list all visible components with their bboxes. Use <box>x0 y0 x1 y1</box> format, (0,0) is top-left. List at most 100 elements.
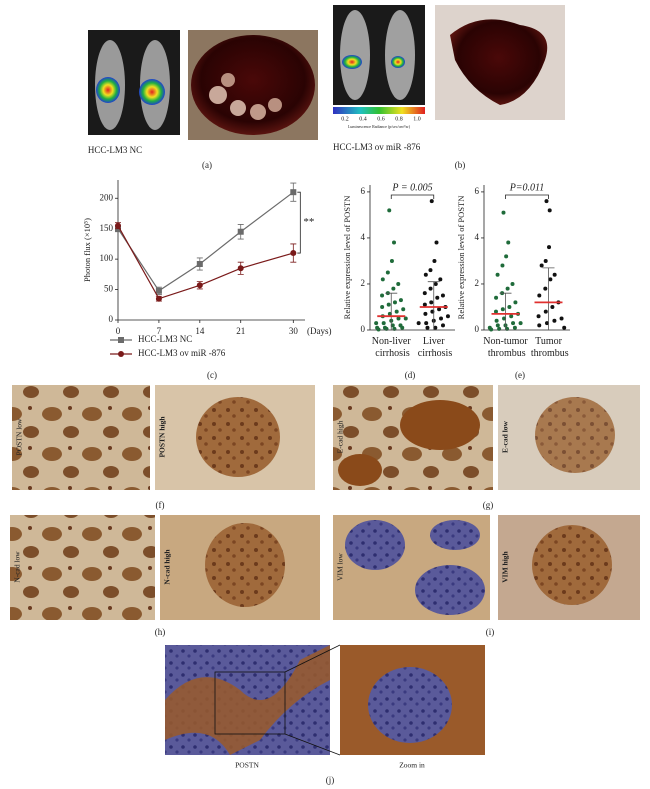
panel-a: HCC-LM3 NC (a) <box>88 30 318 170</box>
y-tick-label: 6 <box>475 186 480 196</box>
point <box>432 258 437 263</box>
point <box>429 199 434 204</box>
panel-label: (c) <box>207 370 217 380</box>
point <box>445 314 450 319</box>
colorbar-tick: 0.2 <box>341 116 349 122</box>
y-tick-label: 200 <box>100 192 114 202</box>
point <box>518 321 523 326</box>
panel-label: (d) <box>405 370 416 380</box>
annotation: P = 0.005 <box>391 182 432 193</box>
point <box>425 325 430 330</box>
point <box>509 314 514 319</box>
marker <box>196 282 203 289</box>
marker <box>155 287 162 294</box>
point <box>390 323 395 328</box>
point <box>380 293 385 298</box>
point <box>536 314 541 319</box>
colorbar-tick: 0.4 <box>359 116 367 122</box>
point <box>544 199 549 204</box>
series-line <box>117 191 294 292</box>
point <box>559 316 564 321</box>
y-tick-label: 100 <box>100 253 114 263</box>
x-tick-label: Liver cirrhosis <box>415 336 452 359</box>
point <box>422 291 427 296</box>
point <box>423 272 428 277</box>
point <box>376 327 381 332</box>
annotation: P=0.011 <box>509 182 545 193</box>
caption: Zoom in <box>399 761 425 770</box>
point <box>396 316 401 321</box>
panel-label: (e) <box>515 370 525 380</box>
point <box>396 281 401 286</box>
image-label: N-cad high <box>163 549 172 585</box>
bracket <box>505 194 549 199</box>
panel-label: (a) <box>202 160 212 170</box>
point <box>501 210 506 215</box>
y-axis-label: Photon flux (×10⁵) <box>82 218 92 282</box>
x-tick-label: Non-tumor thrombus <box>483 336 528 359</box>
point <box>423 311 428 316</box>
point <box>386 302 391 307</box>
point <box>511 321 516 326</box>
point <box>550 304 555 309</box>
point <box>547 245 552 250</box>
marker <box>290 189 297 196</box>
point <box>493 309 498 314</box>
image-label: E-cad high <box>336 420 345 453</box>
point <box>389 258 394 263</box>
marker <box>290 250 297 257</box>
image-label: N-cad low <box>13 551 22 583</box>
point <box>495 272 500 277</box>
point <box>374 321 379 326</box>
point <box>381 321 386 326</box>
point <box>424 321 429 326</box>
point <box>391 286 396 291</box>
point <box>428 268 433 273</box>
panel-label: (f) <box>156 500 165 510</box>
image-label: POSTN low <box>15 418 24 455</box>
colorbar <box>333 107 425 114</box>
point <box>500 263 505 268</box>
panel-label: (i) <box>486 627 495 637</box>
point <box>512 325 517 330</box>
annotation: ** <box>303 216 314 228</box>
caption: HCC-LM3 NC <box>88 145 142 155</box>
colorbar-title: Luminescence Radiance (p/sec/cm²/sr) <box>348 124 411 129</box>
point <box>433 325 438 330</box>
x-tick-label: 7 <box>157 326 162 336</box>
point <box>439 316 443 321</box>
y-tick-label: 4 <box>475 232 480 242</box>
point <box>539 263 544 268</box>
point <box>537 293 542 298</box>
point <box>440 323 445 328</box>
image-label: E-cad low <box>501 420 510 452</box>
legend-marker <box>118 351 124 357</box>
image-label: VIM high <box>501 550 510 582</box>
image-label: POSTN high <box>158 416 167 458</box>
x-tick-label: 30 <box>289 326 299 336</box>
y-tick-label: 0 <box>361 324 366 334</box>
point <box>429 300 434 305</box>
y-tick-label: 0 <box>475 324 480 334</box>
point <box>500 307 505 312</box>
x-tick-label: 21 <box>236 326 245 336</box>
point <box>398 298 403 303</box>
point <box>387 208 392 213</box>
point <box>513 300 518 305</box>
point <box>437 307 442 312</box>
panel-label: (h) <box>155 627 166 637</box>
caption: HCC-LM3 ov miR -876 <box>333 142 421 152</box>
colorbar-tick: 0.6 <box>377 116 385 122</box>
point <box>507 304 512 309</box>
point <box>392 300 397 305</box>
legend-marker <box>118 337 124 343</box>
marker <box>237 228 244 235</box>
marker <box>155 295 162 302</box>
point <box>504 254 509 259</box>
sd-bar <box>385 292 398 331</box>
point <box>552 272 557 277</box>
series-line <box>117 225 294 300</box>
point <box>428 286 433 291</box>
panel-b: 0.2 0.4 0.6 0.8 1.0 Luminescence Radianc… <box>333 5 565 170</box>
y-axis-label: Relative expression level of POSTN <box>456 196 466 320</box>
